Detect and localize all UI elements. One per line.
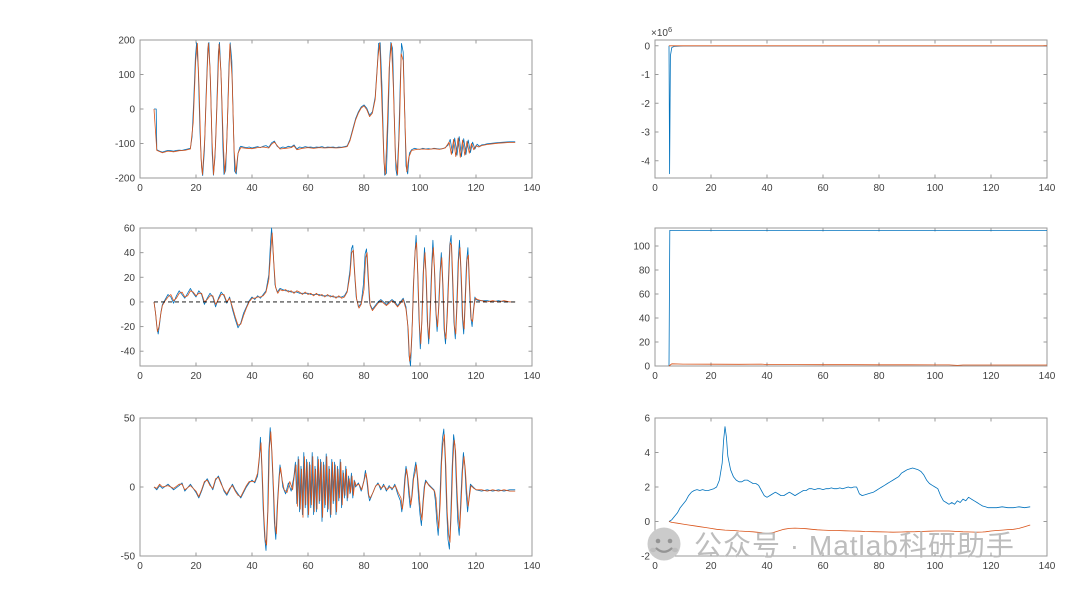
svg-text:60: 60	[302, 561, 314, 572]
svg-text:-100: -100	[115, 139, 135, 150]
svg-text:-4: -4	[641, 156, 650, 167]
watermark-text: 公众号 · Matlab科研助手	[694, 530, 1015, 561]
svg-text:80: 80	[873, 371, 885, 382]
svg-text:×106: ×106	[651, 25, 672, 39]
svg-text:100: 100	[412, 183, 429, 194]
svg-text:80: 80	[639, 266, 651, 277]
svg-text:-2: -2	[641, 99, 650, 110]
svg-text:40: 40	[639, 314, 651, 325]
svg-text:140: 140	[524, 183, 541, 194]
svg-text:60: 60	[817, 371, 829, 382]
svg-text:100: 100	[927, 183, 944, 194]
svg-text:60: 60	[302, 183, 314, 194]
svg-text:20: 20	[705, 371, 717, 382]
svg-text:40: 40	[246, 183, 258, 194]
svg-text:100: 100	[412, 371, 429, 382]
svg-text:100: 100	[633, 242, 650, 253]
svg-text:80: 80	[358, 561, 370, 572]
svg-text:100: 100	[412, 561, 429, 572]
subplot-middle-left: 0 20 40 60 80 100 120 140 -40 -20 0 20 40 60	[121, 224, 541, 383]
svg-text:0: 0	[652, 561, 658, 572]
svg-text:60: 60	[817, 183, 829, 194]
svg-text:80: 80	[358, 183, 370, 194]
svg-text:40: 40	[761, 371, 773, 382]
svg-text:0: 0	[644, 41, 650, 52]
svg-text:0: 0	[129, 483, 135, 494]
svg-text:0: 0	[137, 371, 143, 382]
svg-text:120: 120	[468, 561, 485, 572]
svg-text:0: 0	[129, 297, 135, 308]
svg-text:140: 140	[1039, 371, 1056, 382]
svg-text:40: 40	[761, 183, 773, 194]
svg-text:100: 100	[927, 371, 944, 382]
svg-text:20: 20	[705, 561, 717, 572]
svg-text:140: 140	[524, 371, 541, 382]
svg-text:80: 80	[873, 183, 885, 194]
svg-text:20: 20	[190, 561, 202, 572]
svg-text:60: 60	[124, 224, 136, 235]
svg-text:-50: -50	[121, 552, 136, 563]
watermark: 公众号 · Matlab科研助手	[645, 524, 1015, 564]
svg-text:140: 140	[1039, 183, 1056, 194]
svg-text:-1: -1	[641, 70, 650, 81]
svg-text:40: 40	[124, 248, 136, 259]
svg-text:80: 80	[873, 561, 885, 572]
subplot-middle-right: 0 20 40 60 80 100 120 140 0 20 40 60 80 100	[633, 227, 1056, 382]
svg-text:60: 60	[817, 561, 829, 572]
svg-text:120: 120	[983, 371, 1000, 382]
svg-text:2: 2	[644, 483, 650, 494]
svg-text:0: 0	[652, 371, 658, 382]
svg-text:0: 0	[644, 517, 650, 528]
svg-text:-2: -2	[641, 552, 650, 563]
svg-text:20: 20	[124, 273, 136, 284]
svg-text:0: 0	[137, 561, 143, 572]
svg-text:80: 80	[358, 371, 370, 382]
svg-text:40: 40	[761, 561, 773, 572]
smiley-face-icon	[647, 527, 681, 561]
svg-text:0: 0	[137, 183, 143, 194]
svg-text:0: 0	[644, 362, 650, 373]
svg-text:120: 120	[468, 371, 485, 382]
svg-text:40: 40	[246, 561, 258, 572]
svg-text:100: 100	[927, 561, 944, 572]
svg-text:-20: -20	[121, 322, 136, 333]
svg-text:0: 0	[652, 183, 658, 194]
svg-text:-200: -200	[115, 174, 135, 185]
svg-text:4: 4	[644, 448, 650, 459]
svg-text:100: 100	[118, 70, 135, 81]
svg-text:120: 120	[983, 183, 1000, 194]
svg-text:6: 6	[644, 414, 650, 425]
svg-text:60: 60	[302, 371, 314, 382]
svg-text:0: 0	[129, 105, 135, 116]
svg-text:50: 50	[124, 414, 136, 425]
subplot-top-right: 0 20 40 60 80 100 120 140 0 -1 -2 -3 -4 ×106	[641, 25, 1056, 194]
svg-text:40: 40	[246, 371, 258, 382]
svg-text:120: 120	[983, 561, 1000, 572]
svg-text:-3: -3	[641, 128, 650, 139]
svg-text:20: 20	[705, 183, 717, 194]
svg-text:20: 20	[190, 183, 202, 194]
svg-text:140: 140	[524, 561, 541, 572]
svg-text:140: 140	[1039, 561, 1056, 572]
svg-text:20: 20	[639, 338, 651, 349]
svg-text:-40: -40	[121, 347, 136, 358]
svg-text:120: 120	[468, 183, 485, 194]
svg-text:20: 20	[190, 371, 202, 382]
subplot-top-left: 0 20 40 60 80 100 120 140 -200 -100 0 100 200	[115, 36, 541, 195]
svg-text:200: 200	[118, 36, 135, 47]
svg-text:60: 60	[639, 290, 651, 301]
